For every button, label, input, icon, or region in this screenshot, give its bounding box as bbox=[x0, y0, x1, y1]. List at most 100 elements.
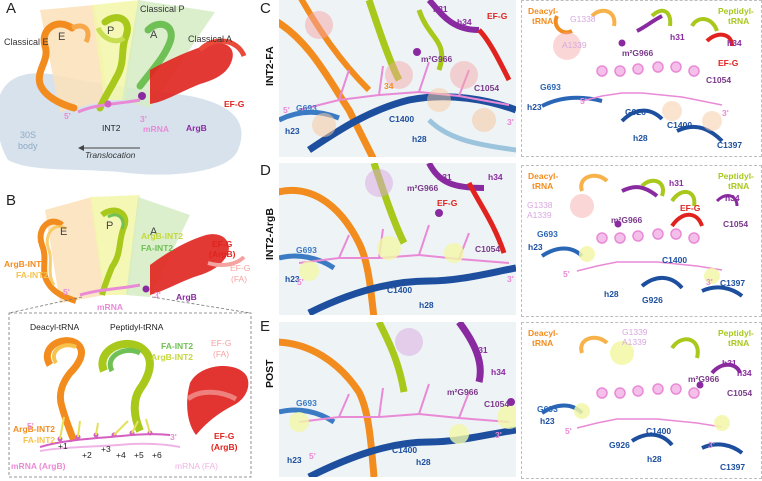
d-r-g926: G926 bbox=[642, 295, 663, 305]
c-r-g693: G693 bbox=[540, 82, 561, 92]
c-r-c1054: C1054 bbox=[706, 75, 732, 85]
inset-argb-int2-top: ArgB-INT2 bbox=[151, 352, 194, 362]
d-r-deacyl-1: Deacyl- bbox=[528, 171, 559, 181]
e-r-h31: h31 bbox=[722, 358, 737, 368]
d-r-h23: h23 bbox=[528, 242, 543, 252]
e-c1054: C1054 bbox=[484, 399, 510, 409]
e-g693: G693 bbox=[296, 398, 317, 408]
label-five-prime: 5' bbox=[64, 111, 71, 121]
c-ef-g: EF-G bbox=[487, 11, 508, 21]
inset-fa-int2-top: FA-INT2 bbox=[161, 341, 194, 351]
d-h31: h31 bbox=[437, 172, 452, 182]
c-r-a1339: A1339 bbox=[562, 40, 587, 50]
c-r-peptidyl-2: tRNA bbox=[728, 16, 750, 26]
panel-a: A Classical E E P Classical P A Classica… bbox=[0, 0, 258, 183]
panel-e: E POST h31 h34 m²G966 C1054 G693 h23 C14… bbox=[258, 318, 762, 481]
label-b-argb-int2-p: ArgB-INT2 bbox=[141, 231, 184, 241]
c-34: 34 bbox=[384, 81, 394, 91]
e-r-a1339: A1339 bbox=[622, 337, 647, 347]
e-r-h28: h28 bbox=[647, 454, 662, 464]
e-five: 5' bbox=[309, 451, 316, 461]
e-r-peptidyl-1: Peptidyl- bbox=[718, 328, 754, 338]
inset-five-prime: 5' bbox=[27, 421, 34, 431]
d-c1054: C1054 bbox=[475, 244, 501, 254]
label-b-ef-g-argb-1: EF-G bbox=[212, 239, 233, 249]
label-b-ef-g-fa-2: (FA) bbox=[231, 274, 248, 284]
c-h31: h31 bbox=[433, 4, 448, 14]
label-mrna: mRNA bbox=[143, 124, 169, 134]
c-r-h31: h31 bbox=[670, 32, 685, 42]
c-r-h28: h28 bbox=[633, 133, 648, 143]
c-c1054: C1054 bbox=[474, 83, 500, 93]
inset-pos-5: +5 bbox=[134, 450, 144, 460]
label-b-site-p: P bbox=[106, 220, 114, 232]
label-b-ef-g-fa-1: EF-G bbox=[230, 263, 251, 273]
inset-ef-g-argb-2: (ArgB) bbox=[211, 442, 238, 452]
panel-e-label: E bbox=[260, 318, 271, 335]
inset-pos-2: +2 bbox=[82, 450, 92, 460]
label-argb: ArgB bbox=[186, 123, 207, 133]
panel-b: B E bbox=[0, 185, 258, 481]
c-three: 3' bbox=[507, 117, 514, 127]
d-r-five: 5' bbox=[563, 269, 570, 279]
e-r-deacyl-2: tRNA bbox=[532, 338, 554, 348]
e-h23: h23 bbox=[287, 455, 302, 465]
d-r-c1054: C1054 bbox=[723, 219, 749, 229]
label-30s: 30S bbox=[20, 130, 37, 140]
label-b-fa-int2-e: FA-INT2 bbox=[16, 270, 49, 280]
d-r-ef-g: EF-G bbox=[680, 203, 701, 213]
c-r-g1338: G1338 bbox=[570, 14, 596, 24]
d-r-g693: G693 bbox=[537, 229, 558, 239]
inset-deacyl: Deacyl-tRNA bbox=[30, 322, 80, 332]
inset-pos-4: +4 bbox=[116, 450, 126, 460]
c-h28: h28 bbox=[412, 134, 427, 144]
d-g693: G693 bbox=[296, 245, 317, 255]
panel-c-label: C bbox=[260, 0, 271, 17]
d-ef-g: EF-G bbox=[437, 198, 458, 208]
label-translocation: Translocation bbox=[85, 150, 136, 160]
panel-a-structure bbox=[0, 0, 247, 175]
c-h23: h23 bbox=[285, 126, 300, 136]
label-three-prime: 3' bbox=[140, 114, 147, 124]
c-h34: h34 bbox=[457, 17, 472, 27]
c-m2g966: m²G966 bbox=[421, 54, 453, 64]
inset-fa-int2-left: FA-INT2 bbox=[23, 435, 56, 445]
panel-b-label: B bbox=[6, 192, 17, 209]
d-five: 5' bbox=[297, 277, 304, 287]
label-b-fa-int2-p: FA-INT2 bbox=[141, 243, 174, 253]
c-r-peptidyl-1: Peptidyl- bbox=[718, 6, 754, 16]
label-int2: INT2 bbox=[102, 123, 121, 133]
d-h28: h28 bbox=[419, 300, 434, 310]
label-body: body bbox=[18, 141, 38, 151]
d-r-h28: h28 bbox=[604, 289, 619, 299]
inset-peptidyl: Peptidyl-tRNA bbox=[110, 322, 164, 332]
d-r-deacyl-2: tRNA bbox=[532, 181, 554, 191]
panel-d-render: h31 h34 m²G966 EF-G C1054 G693 h23 C1400… bbox=[279, 163, 516, 315]
d-r-c1397: C1397 bbox=[720, 278, 746, 288]
panel-c-schematic: Deacyl- tRNA Peptidyl- tRNA G1338 A1339 … bbox=[521, 0, 762, 157]
e-c1400: C1400 bbox=[392, 445, 418, 455]
c-r-m2g966: m²G966 bbox=[622, 48, 654, 58]
label-site-a: A bbox=[150, 29, 158, 41]
e-r-g1339: G1339 bbox=[622, 327, 648, 337]
e-r-h34: h34 bbox=[737, 368, 752, 378]
label-b-site-e: E bbox=[60, 226, 68, 238]
d-r-g1338: G1338 bbox=[527, 200, 553, 210]
e-three: 3' bbox=[495, 430, 502, 440]
panel-a-label: A bbox=[6, 0, 17, 17]
inset-mrna-argb: mRNA (ArgB) bbox=[11, 461, 66, 471]
e-r-peptidyl-2: tRNA bbox=[728, 338, 750, 348]
panel-b-structure bbox=[8, 195, 252, 478]
label-b-five-prime: 5' bbox=[63, 287, 70, 297]
c-r-h23: h23 bbox=[527, 102, 542, 112]
panel-c-render: h31 h34 EF-G m²G966 34 C1054 G693 h23 C1… bbox=[279, 0, 516, 157]
e-h34: h34 bbox=[491, 367, 506, 377]
d-r-a1339: A1339 bbox=[527, 210, 552, 220]
e-r-deacyl-1: Deacyl- bbox=[528, 328, 559, 338]
d-r-m2g966: m²G966 bbox=[611, 215, 643, 225]
d-r-peptidyl-2: tRNA bbox=[728, 181, 750, 191]
label-b-argb-int2-e: ArgB-INT2 bbox=[4, 259, 47, 269]
e-r-g693: G693 bbox=[537, 404, 558, 414]
panel-d: D INT2-ArgB h31 h34 m²G966 EF-G C1054 G6… bbox=[258, 160, 762, 318]
inset-ef-g-fa-2: (FA) bbox=[213, 349, 230, 359]
